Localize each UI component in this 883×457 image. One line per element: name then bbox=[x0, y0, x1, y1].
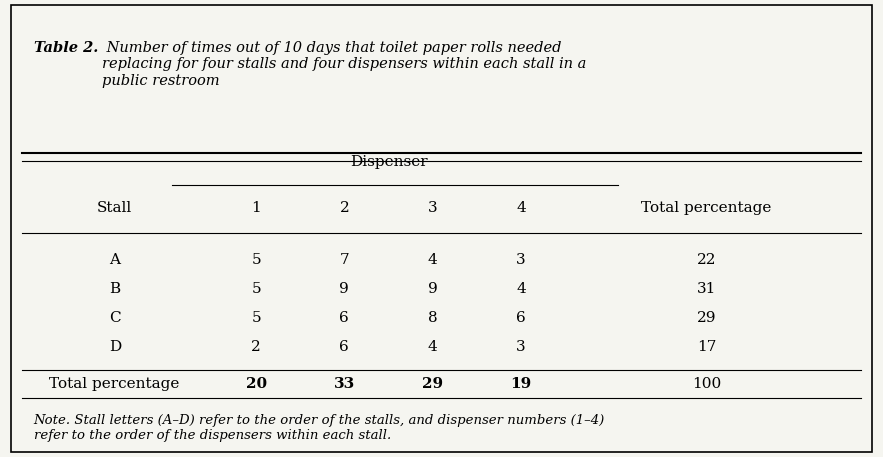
Text: 17: 17 bbox=[697, 340, 716, 354]
Text: Stall: Stall bbox=[97, 201, 132, 215]
Text: 22: 22 bbox=[697, 253, 716, 266]
Text: D: D bbox=[109, 340, 121, 354]
Text: C: C bbox=[109, 311, 121, 325]
Text: 6: 6 bbox=[339, 311, 350, 325]
Text: 33: 33 bbox=[334, 377, 355, 391]
Text: Table 2.: Table 2. bbox=[34, 41, 98, 55]
Text: 31: 31 bbox=[697, 282, 716, 296]
Text: 4: 4 bbox=[427, 253, 438, 266]
Text: Note. Stall letters (A–D) refer to the order of the stalls, and dispenser number: Note. Stall letters (A–D) refer to the o… bbox=[34, 414, 605, 441]
Text: 29: 29 bbox=[422, 377, 443, 391]
Text: 7: 7 bbox=[340, 253, 349, 266]
Text: 8: 8 bbox=[428, 311, 437, 325]
Text: 4: 4 bbox=[516, 282, 526, 296]
Text: 3: 3 bbox=[428, 201, 437, 215]
Text: 2: 2 bbox=[251, 340, 261, 354]
Text: 20: 20 bbox=[245, 377, 267, 391]
Text: 6: 6 bbox=[339, 340, 350, 354]
Text: 5: 5 bbox=[252, 311, 260, 325]
Text: 3: 3 bbox=[517, 253, 525, 266]
Text: 1: 1 bbox=[251, 201, 261, 215]
Text: 4: 4 bbox=[427, 340, 438, 354]
Text: 29: 29 bbox=[697, 311, 716, 325]
Text: 2: 2 bbox=[339, 201, 350, 215]
Text: B: B bbox=[109, 282, 120, 296]
Text: 9: 9 bbox=[427, 282, 438, 296]
Text: 5: 5 bbox=[252, 253, 260, 266]
Text: Dispenser: Dispenser bbox=[350, 155, 427, 169]
Text: Number of times out of 10 days that toilet paper rolls needed
replacing for four: Number of times out of 10 days that toil… bbox=[102, 41, 587, 88]
Text: 9: 9 bbox=[339, 282, 350, 296]
Text: 19: 19 bbox=[510, 377, 532, 391]
Text: Total percentage: Total percentage bbox=[641, 201, 772, 215]
Text: 6: 6 bbox=[516, 311, 526, 325]
Text: 100: 100 bbox=[691, 377, 721, 391]
Text: 5: 5 bbox=[252, 282, 260, 296]
Text: 3: 3 bbox=[517, 340, 525, 354]
Text: 4: 4 bbox=[516, 201, 526, 215]
Text: A: A bbox=[109, 253, 120, 266]
Text: Total percentage: Total percentage bbox=[49, 377, 179, 391]
